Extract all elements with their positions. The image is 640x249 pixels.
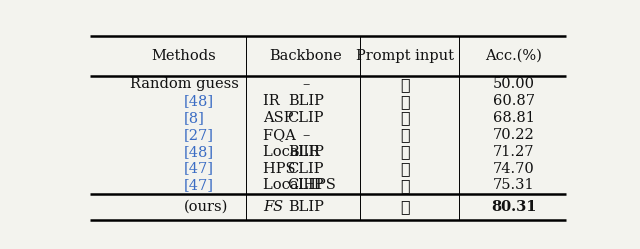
- Text: ✗: ✗: [400, 76, 410, 93]
- Text: LocalHPS: LocalHPS: [263, 178, 340, 192]
- Text: ✗: ✗: [400, 126, 410, 143]
- Text: FS: FS: [263, 200, 288, 214]
- Text: 60.87: 60.87: [493, 94, 535, 108]
- Text: [27]: [27]: [184, 128, 214, 142]
- Text: Backbone: Backbone: [269, 49, 342, 63]
- Text: [48]: [48]: [184, 145, 214, 159]
- Text: [8]: [8]: [184, 111, 205, 125]
- Text: Methods: Methods: [152, 49, 216, 63]
- Text: CLIP: CLIP: [287, 111, 324, 125]
- Text: 71.27: 71.27: [493, 145, 535, 159]
- Text: 70.22: 70.22: [493, 128, 535, 142]
- Text: IR: IR: [263, 94, 284, 108]
- Text: BLIP: BLIP: [288, 200, 324, 214]
- Text: ✗: ✗: [400, 110, 410, 126]
- Text: ✓: ✓: [400, 160, 410, 177]
- Text: BLIP: BLIP: [288, 145, 324, 159]
- Text: [47]: [47]: [184, 178, 214, 192]
- Text: LocalIR: LocalIR: [263, 145, 324, 159]
- Text: (ours): (ours): [184, 200, 228, 214]
- Text: –: –: [302, 128, 309, 142]
- Text: –: –: [302, 77, 309, 91]
- Text: 68.81: 68.81: [493, 111, 535, 125]
- Text: 75.31: 75.31: [493, 178, 535, 192]
- Text: ✓: ✓: [400, 198, 410, 215]
- Text: ASP: ASP: [263, 111, 298, 125]
- Text: 50.00: 50.00: [493, 77, 535, 91]
- Text: ✓: ✓: [400, 93, 410, 110]
- Text: BLIP: BLIP: [288, 94, 324, 108]
- Text: FQA: FQA: [263, 128, 301, 142]
- Text: Acc.(%): Acc.(%): [486, 49, 543, 63]
- Text: Prompt input: Prompt input: [356, 49, 454, 63]
- Text: [47]: [47]: [184, 162, 214, 176]
- Text: CLIP: CLIP: [287, 162, 324, 176]
- Text: Random guess: Random guess: [130, 77, 239, 91]
- Text: 80.31: 80.31: [492, 200, 537, 214]
- Text: ✓: ✓: [400, 177, 410, 194]
- Text: [48]: [48]: [184, 94, 214, 108]
- Text: ✓: ✓: [400, 143, 410, 160]
- Text: HPS: HPS: [263, 162, 300, 176]
- Text: CLIP: CLIP: [287, 178, 324, 192]
- Text: 74.70: 74.70: [493, 162, 535, 176]
